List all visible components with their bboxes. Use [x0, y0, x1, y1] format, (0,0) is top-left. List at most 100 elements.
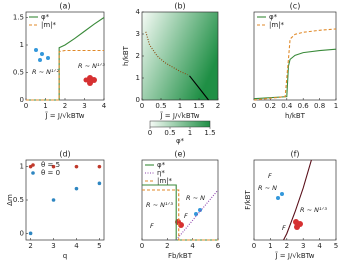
colorbar	[149, 120, 211, 128]
x-tick-label: 2	[216, 102, 220, 110]
annotation: R ∼ N	[258, 184, 277, 192]
legend-label: φ*	[41, 13, 50, 21]
point	[28, 231, 33, 236]
x-axis-label: J̃ = J/√kBTw	[45, 112, 85, 120]
point	[74, 164, 79, 169]
annotation: F	[268, 172, 272, 180]
legend-label: θ = 0	[41, 169, 60, 177]
axes-frame	[25, 159, 105, 241]
panel-title: (b)	[174, 2, 185, 11]
x-tick-label: 0	[252, 242, 256, 250]
x-axis-label: h/kBT	[285, 112, 306, 120]
y-axis-label: h/kBT	[122, 45, 130, 66]
x-tick-label: 0.5	[155, 102, 166, 110]
legend-label: φ*	[157, 161, 166, 169]
x-tick-label: 4	[102, 102, 107, 110]
y-tick-label: 2	[136, 52, 140, 60]
point	[51, 164, 56, 169]
x-axis-label: J̃ = J/√kBTw	[275, 252, 315, 260]
y-tick-label: 1	[136, 74, 140, 82]
legend-label: η*	[157, 169, 165, 177]
legend-label: φ*	[269, 13, 278, 21]
panel-title: (f)	[290, 150, 299, 159]
series-line	[26, 49, 104, 101]
x-tick-label: 4	[190, 242, 195, 250]
point	[97, 181, 102, 186]
legend-label: |m|*	[269, 21, 285, 29]
series-line	[189, 75, 209, 101]
y-tick-label: 0	[20, 229, 24, 237]
y-axis-label: Δm	[6, 194, 14, 206]
x-tick-label: 1	[334, 102, 338, 110]
x-axis-label: J̃ = J/√kBTw	[160, 112, 200, 120]
x-tick-label: 3	[51, 242, 55, 250]
annotation: R ∼ N	[186, 194, 205, 202]
series-line	[175, 189, 219, 241]
x-tick-label: 0.6	[298, 102, 310, 110]
x-tick-label: 5	[97, 242, 101, 250]
x-tick-label: 0	[140, 242, 144, 250]
x-tick-label: 2	[63, 102, 67, 110]
legend-label: |m|*	[157, 177, 173, 185]
heatmap	[142, 12, 218, 100]
axes-frame	[253, 11, 337, 101]
x-tick-label: 1	[268, 242, 272, 250]
x-tick-label: 1	[178, 102, 182, 110]
colorbar-tick-label: 0	[148, 129, 152, 137]
series-line	[26, 17, 105, 101]
legend-swatch	[31, 171, 35, 175]
legend-label: |m|*	[41, 21, 57, 29]
series-line	[283, 159, 312, 241]
colorbar-tick-label: 0.5	[164, 129, 175, 137]
annotation: F	[282, 224, 286, 232]
panel-title: (e)	[174, 150, 185, 159]
colorbar-label: φ*	[176, 137, 185, 145]
x-tick-label: 5	[334, 242, 338, 250]
legend-swatch	[31, 163, 35, 167]
panel-title: (a)	[59, 2, 70, 11]
colorbar-tick-label: 1.5	[204, 129, 215, 137]
x-tick-label: 0	[24, 102, 28, 110]
x-tick-label: 0.8	[314, 102, 325, 110]
y-axis-label: F/kBT	[244, 190, 252, 210]
y-tick-label: 4	[136, 8, 141, 16]
x-tick-label: 3	[301, 242, 305, 250]
x-tick-label: 2	[285, 242, 289, 250]
y-tick-label: 0	[136, 96, 140, 104]
x-tick-label: 2	[165, 242, 169, 250]
x-tick-label: 3	[82, 102, 86, 110]
x-tick-label: 6	[216, 242, 221, 250]
x-tick-label: 4	[74, 242, 79, 250]
series-line	[142, 189, 218, 241]
x-tick-label: 1	[43, 102, 47, 110]
annotation: F	[150, 222, 154, 230]
annotation: R ∼ N¹ᐟ³	[78, 62, 105, 70]
panel-title: (d)	[59, 150, 70, 159]
annotation: F	[184, 212, 188, 220]
x-axis-label: q	[63, 252, 67, 260]
x-axis-label: Fb/kBT	[168, 252, 193, 260]
point	[97, 164, 102, 169]
legend-label: θ = 5	[41, 161, 60, 169]
y-tick-label: 0.5	[13, 196, 24, 204]
annotation: R ∼ N¹ᐟ³	[300, 206, 327, 214]
point	[51, 198, 56, 202]
x-tick-label: 0.2	[265, 102, 276, 110]
y-tick-label: 1.5	[13, 14, 24, 22]
x-tick-label: 4	[317, 242, 322, 250]
panel-title: (c)	[290, 2, 301, 11]
x-tick-label: 0	[140, 102, 144, 110]
y-tick-label: 1	[20, 163, 24, 171]
colorbar-tick-label: 1	[188, 129, 192, 137]
series-line	[253, 28, 337, 101]
point	[74, 186, 79, 191]
x-tick-label: 1.5	[193, 102, 204, 110]
y-tick-label: 0.5	[13, 69, 24, 77]
annotation: R ∼ N¹ᐟ³	[146, 201, 173, 209]
y-tick-label: 1	[20, 41, 24, 49]
series-line	[142, 184, 218, 241]
x-tick-label: 2	[28, 242, 32, 250]
x-tick-label: 0	[252, 102, 256, 110]
y-tick-label: 3	[136, 30, 140, 38]
